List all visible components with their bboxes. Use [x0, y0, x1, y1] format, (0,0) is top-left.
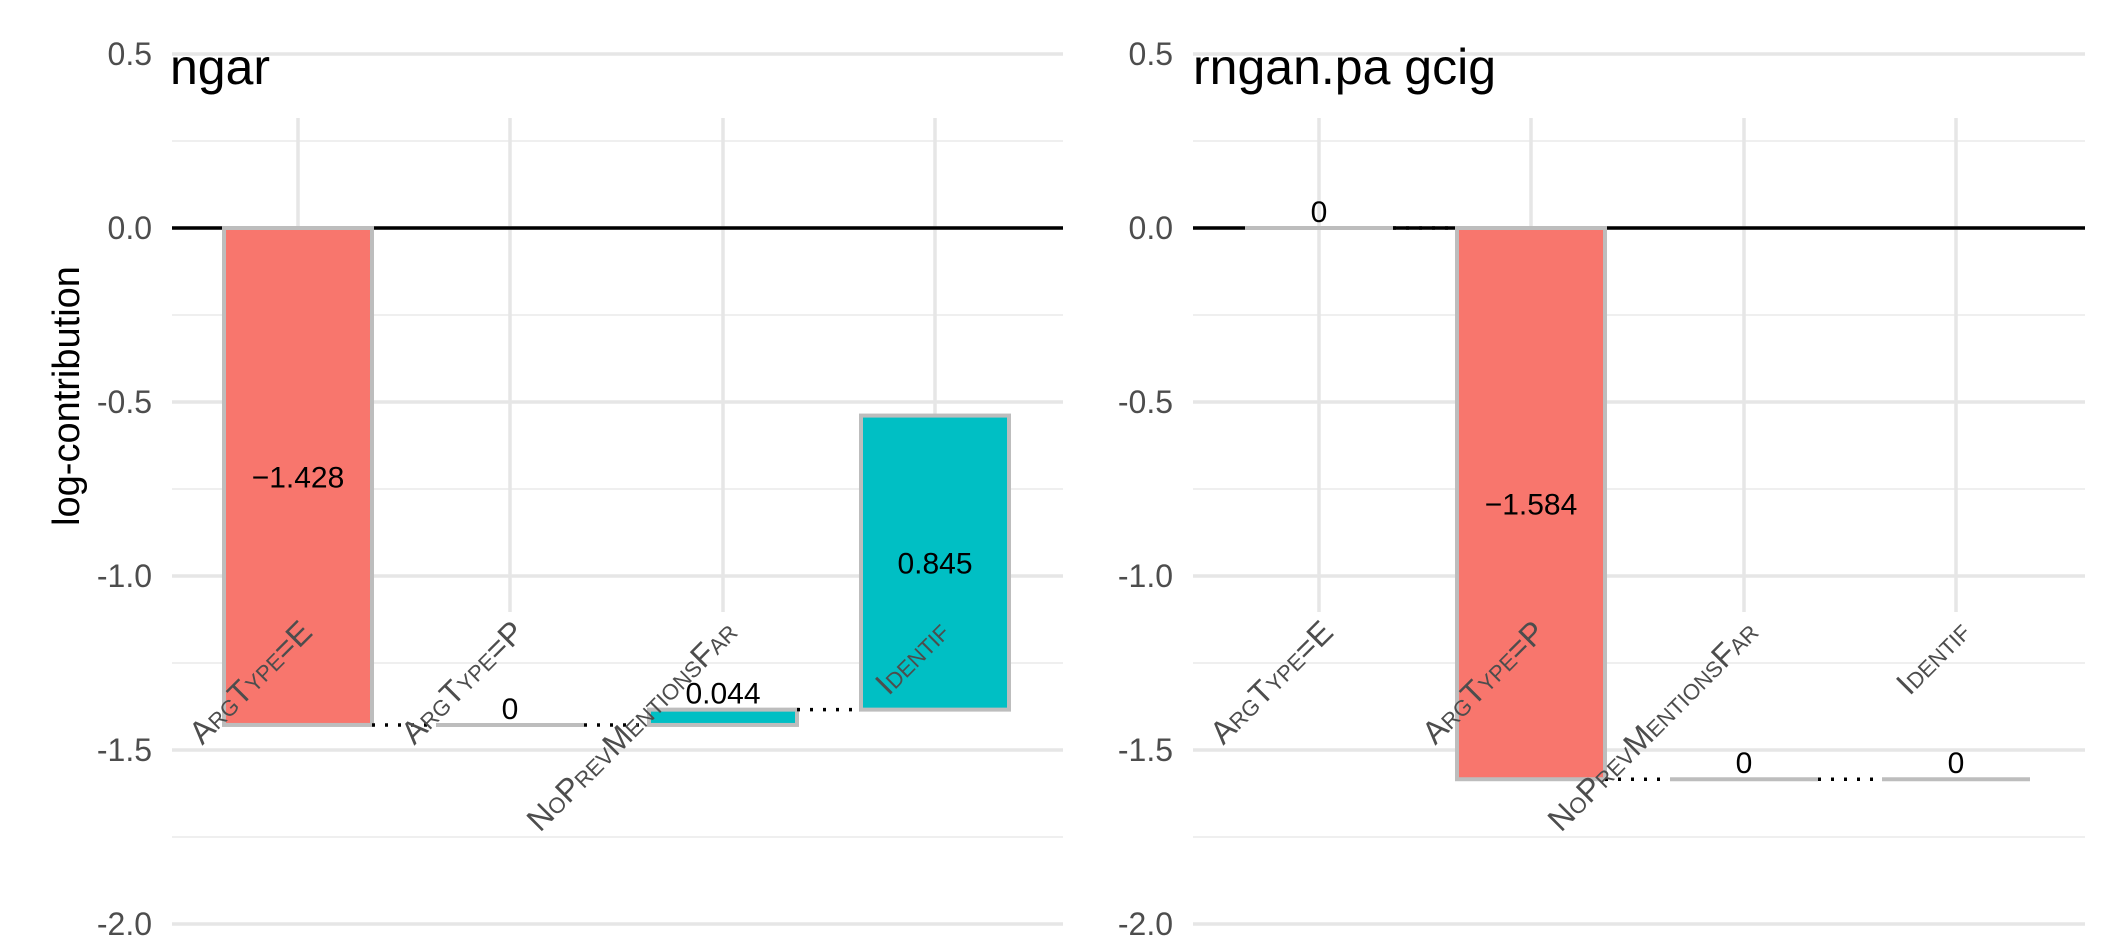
y-tick-label: -0.5 — [97, 384, 152, 420]
bar-value-label: 0 — [502, 693, 519, 726]
y-tick-label: -0.5 — [1118, 384, 1173, 420]
y-tick-label: 0.5 — [108, 36, 152, 72]
bar-value-label: 0.845 — [897, 548, 972, 581]
bar-value-label: −1.428 — [252, 461, 345, 494]
x-tick-label: ArgType=E — [1203, 613, 1340, 750]
y-tick-label: -1.0 — [97, 558, 152, 594]
x-tick-label: Identif — [1889, 613, 1977, 701]
y-tick-label: -1.0 — [1118, 558, 1173, 594]
y-axis-label: log-contribution — [46, 266, 88, 526]
y-tick-label: 0.0 — [1129, 210, 1173, 246]
bar-value-label: 0 — [1948, 747, 1965, 780]
bar-value-label: −1.584 — [1485, 489, 1578, 522]
y-tick-label: 0.0 — [108, 210, 152, 246]
waterfall-bar — [859, 413, 1011, 712]
waterfall-bar — [222, 226, 374, 727]
y-tick-label: -1.5 — [1118, 732, 1173, 768]
bar-value-label: 0 — [1736, 747, 1753, 780]
waterfall-bar — [647, 707, 799, 727]
y-tick-label: -2.0 — [97, 906, 152, 942]
bar-value-label: 0.044 — [685, 678, 760, 711]
y-tick-label: -1.5 — [97, 732, 152, 768]
x-tick-label: ArgType=P — [394, 613, 531, 750]
y-tick-label: -2.0 — [1118, 906, 1173, 942]
panel-title: rngan.pa gcig — [1193, 39, 1496, 95]
panel-title: ngar — [170, 39, 270, 95]
waterfall-bar — [1455, 226, 1607, 782]
bar-value-label: 0 — [1311, 196, 1328, 229]
y-tick-label: 0.5 — [1129, 36, 1173, 72]
